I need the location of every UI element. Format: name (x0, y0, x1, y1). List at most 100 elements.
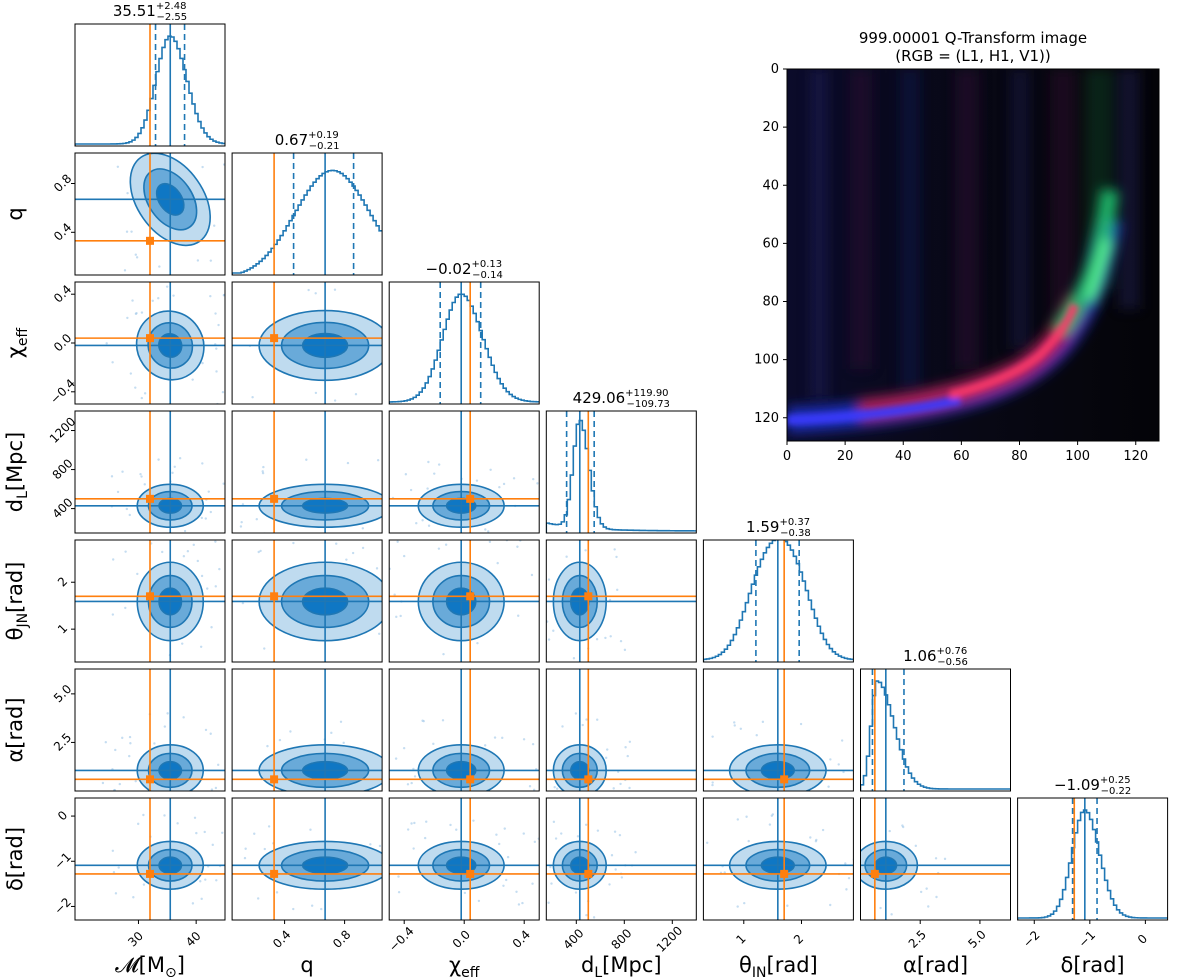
histogram-q (232, 169, 383, 275)
injection-marker (146, 494, 154, 503)
ylabel-dl: dL[Mpc] (3, 432, 31, 513)
xtick-label-theta: 2 (791, 932, 806, 947)
ytick-label-alpha: 5.0 (51, 682, 74, 705)
xlabel-theta: θJN[rad] (739, 953, 818, 977)
injection-marker (466, 592, 475, 601)
qt-xtick-label: 0 (783, 449, 791, 464)
panel-q-vs-mc: 0.4 0.8 q (3, 152, 226, 276)
injection-marker (146, 869, 154, 878)
panel-frame (545, 797, 697, 921)
ylabel-delta: δ[rad] (3, 827, 27, 891)
ytick-label-delta: 0 (55, 808, 70, 823)
panel-alpha-vs-chi (388, 668, 540, 792)
histogram-theta (703, 540, 854, 662)
panel-frame (702, 668, 854, 792)
panel-frame (1017, 797, 1169, 921)
panel-frame (74, 539, 226, 663)
panel-frame (388, 281, 540, 405)
xtick-label-delta: −2 (1020, 928, 1042, 950)
injection-marker (146, 592, 154, 601)
histogram-alpha (860, 680, 1011, 791)
panel-alpha-vs-mc: 2.5 5.0 α[rad] (3, 668, 226, 792)
panel-alpha-vs-q (231, 668, 383, 792)
histogram-chi (389, 293, 540, 404)
ytick-label-dl: 400 (50, 495, 76, 521)
panel-frame (388, 668, 540, 792)
panel-theta-vs-q (231, 539, 383, 663)
panel-frame (388, 410, 540, 534)
ytick-label-q: 0.8 (51, 171, 74, 194)
panel-frame (545, 539, 697, 663)
ylabel-chi: χeff (3, 327, 31, 358)
ylabel-q: q (3, 207, 27, 220)
injection-marker (146, 334, 154, 343)
qtransform-title: 999.00001 Q-Transform image (859, 29, 1087, 47)
qtransform-axes: 0 20 40 60 80 100 120 0 20 40 60 80 100 120 (754, 62, 1148, 464)
xtick-label-chi: −0.4 (386, 924, 417, 955)
ytick-label-dl: 800 (50, 456, 76, 482)
qt-ytick-label: 80 (762, 295, 779, 310)
injection-marker (584, 592, 593, 601)
xtick-label-q: 0.4 (270, 927, 293, 950)
qtransform-subtitle: (RGB = (L1, H1, V1)) (895, 47, 1050, 65)
qt-ytick-label: 120 (754, 411, 779, 426)
qt-ytick-label: 100 (754, 353, 779, 368)
histogram-dl (546, 419, 697, 533)
panel-chi-vs-chi: −0.02+0.13 −0.14 (388, 259, 540, 405)
qt-ytick-label: 20 (762, 120, 779, 135)
panel-frame (545, 668, 697, 792)
xtick-label-mc: 30 (125, 929, 146, 950)
xtick-label-delta: 0 (1135, 932, 1150, 947)
panel-frame (702, 797, 854, 921)
panel-delta-vs-mc: −2 −1 0 δ[rad] 30 40 𝓜[M⊙] (3, 797, 226, 977)
injection-marker (870, 869, 879, 878)
xlabel-chi: χeff (449, 953, 480, 977)
panel-frame (231, 668, 383, 792)
panel-dl-vs-q (231, 410, 383, 534)
ytick-label-alpha: 2.5 (51, 730, 74, 753)
ytick-label-theta: 1 (55, 621, 70, 636)
title-mc: 35.51+2.48 −2.55 (113, 1, 187, 23)
panel-frame (702, 539, 854, 663)
ytick-label-q: 0.4 (51, 220, 74, 243)
panel-alpha-vs-theta (702, 668, 854, 792)
panel-theta-vs-mc: 1 2 θJN[rad] (3, 539, 226, 663)
histogram-mc (75, 35, 225, 146)
ytick-label-chi: 0.0 (51, 331, 74, 354)
injection-marker (146, 236, 154, 245)
title-chi: −0.02+0.13 −0.14 (426, 259, 503, 281)
injection-marker (270, 869, 279, 878)
xtick-label-delta: −1 (1076, 928, 1098, 950)
panel-theta-vs-dl (545, 539, 697, 663)
qt-ytick-label: 40 (762, 178, 779, 193)
panel-alpha-vs-alpha: 1.06+0.76 −0.56 (860, 646, 1011, 792)
injection-marker (466, 494, 475, 503)
panel-chi-vs-q (231, 281, 383, 405)
panel-frame (74, 797, 226, 921)
injection-marker (584, 869, 593, 878)
injection-marker (780, 775, 789, 784)
panel-frame (231, 797, 383, 921)
histogram-delta (1017, 809, 1168, 920)
xtick-label-alpha: 2.5 (906, 927, 929, 950)
panel-frame (231, 152, 383, 276)
xtick-label-q: 0.8 (330, 927, 353, 950)
injection-marker (780, 869, 789, 878)
panel-frame (74, 668, 226, 792)
panel-delta-vs-chi: −0.4 0.0 0.4 χeff (386, 797, 540, 977)
xlabel-delta: δ[rad] (1061, 953, 1125, 977)
panel-q-vs-q: 0.67+0.19 −0.21 (231, 130, 383, 276)
qt-xtick-label: 100 (1065, 449, 1090, 464)
panel-dl-vs-dl: 429.06+119.90 −109.73 (545, 388, 697, 534)
title-q: 0.67+0.19 −0.21 (275, 130, 340, 152)
injection-marker (584, 775, 593, 784)
injection-marker (270, 494, 279, 503)
title-alpha: 1.06+0.76 −0.56 (903, 646, 968, 668)
injection-marker (270, 592, 279, 601)
panel-frame (74, 152, 226, 276)
panel-delta-vs-alpha: 2.5 5.0 α[rad] (860, 797, 1011, 977)
